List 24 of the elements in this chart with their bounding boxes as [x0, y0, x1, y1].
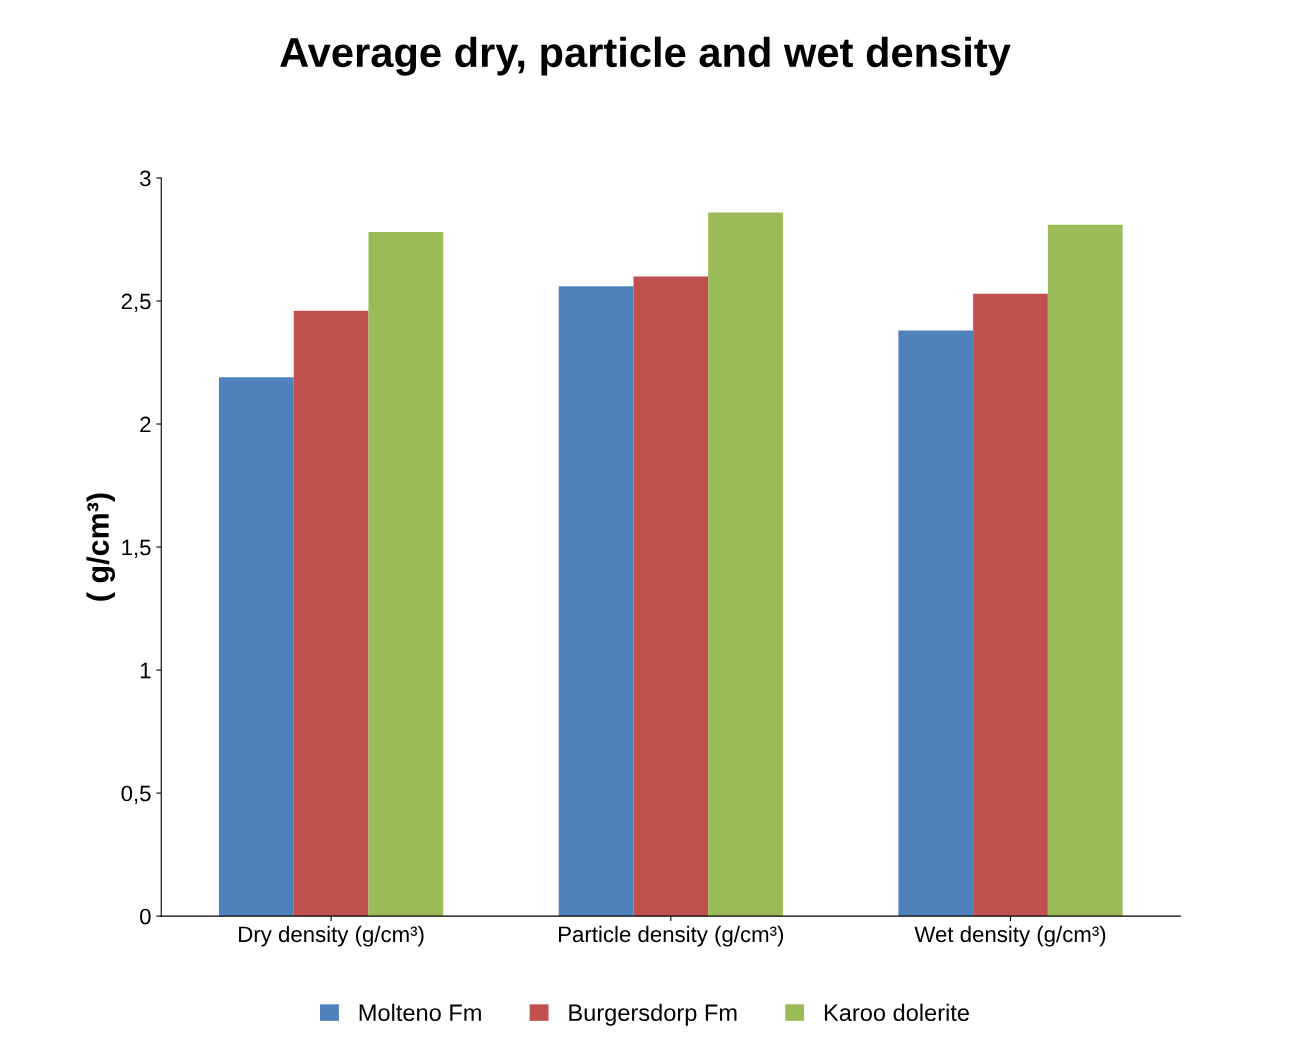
legend-label: Burgersdorp Fm [569, 1003, 737, 1026]
chart-title: Average dry, particle and wet density [280, 36, 1011, 76]
bar [219, 377, 294, 917]
legend-label: Molteno Fm [359, 1003, 481, 1022]
bar [973, 293, 1048, 917]
y-tick-label: 2 [140, 416, 151, 433]
x-tick-label: Wet density (g/cm³) [914, 925, 1106, 947]
y-tick-label: 1 [140, 662, 151, 679]
y-tick-label: 3 [140, 170, 151, 187]
bar [898, 330, 974, 917]
y-axis-title: ( g/cm³) [86, 493, 116, 601]
x-tick-label: Dry density (g/cm³) [239, 925, 424, 947]
y-tick-label: 2,5 [121, 293, 151, 312]
bar [1047, 224, 1123, 917]
bar [293, 310, 369, 917]
legend-label: Karoo dolerite [824, 1003, 969, 1022]
y-tick-label: 1,5 [122, 539, 151, 558]
x-tick-label: Particle density (g/cm³) [559, 925, 784, 947]
bar [633, 276, 709, 917]
y-tick-label: 0,5 [121, 785, 151, 804]
bar [708, 212, 783, 917]
bar [368, 232, 444, 917]
y-tick-label: 0 [140, 908, 151, 925]
bar [558, 286, 634, 917]
